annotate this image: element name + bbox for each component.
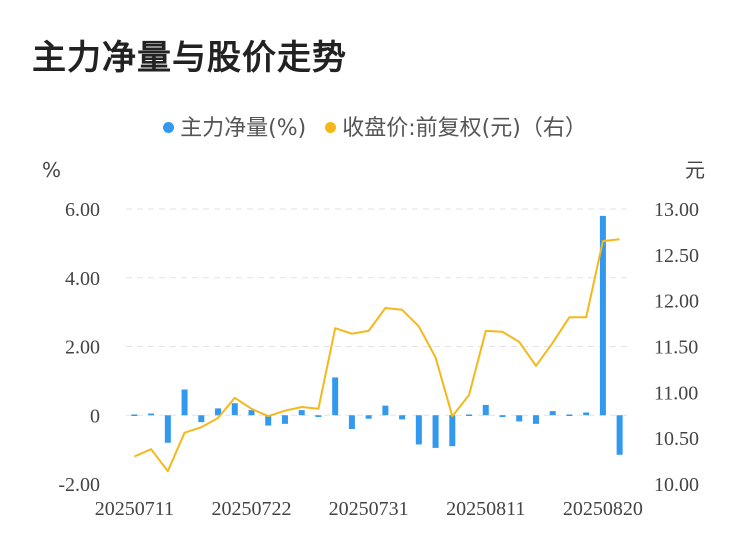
left-tick-label: 4.00 — [65, 268, 100, 290]
bar — [265, 415, 272, 426]
bar — [432, 415, 439, 448]
legend-item-close-price[interactable]: 收盘价:前复权(元)（右） — [325, 110, 587, 142]
bar-series — [131, 215, 623, 455]
x-tick-label: 20250820 — [563, 498, 643, 520]
legend-label: 主力净量(%) — [180, 116, 307, 141]
legend-dot-blue-icon — [163, 121, 175, 133]
bar — [365, 415, 372, 419]
legend: 主力净量(%) 收盘价:前复权(元)（右） — [0, 110, 750, 142]
right-axis-unit: 元 — [685, 158, 705, 182]
left-tick-label: 6.00 — [65, 199, 100, 221]
bar — [181, 389, 188, 416]
right-tick-label: 10.00 — [654, 474, 699, 496]
chart-title: 主力净量与股价走势 — [32, 38, 347, 78]
left-tick-label: -2.00 — [58, 474, 100, 496]
right-tick-label: 10.50 — [654, 428, 699, 450]
bar — [549, 411, 556, 416]
bar — [616, 415, 623, 455]
left-tick-label: 2.00 — [65, 337, 100, 359]
gridlines — [126, 208, 628, 416]
bar — [466, 414, 473, 416]
bar — [382, 405, 389, 416]
x-tick-label: 20250711 — [95, 498, 174, 520]
left-axis-unit: % — [42, 158, 61, 182]
x-axis-ticks: 20250711 20250722 20250731 20250811 20250820 — [95, 498, 643, 520]
x-tick-label: 20250731 — [329, 498, 409, 520]
line-series — [133, 238, 620, 473]
right-axis-ticks: 13.00 12.50 12.00 11.50 11.00 10.50 10.00 — [654, 199, 699, 496]
bar — [566, 414, 573, 416]
bar — [482, 404, 489, 416]
right-tick-label: 12.00 — [654, 291, 699, 313]
bar — [583, 412, 590, 416]
bar — [164, 415, 171, 443]
bar — [532, 415, 539, 424]
legend-dot-orange-icon — [325, 121, 337, 133]
price-line — [133, 238, 620, 473]
bar — [415, 415, 422, 445]
right-tick-label: 11.00 — [654, 382, 698, 404]
bar — [248, 410, 255, 416]
bar — [215, 408, 222, 416]
legend-item-net-volume[interactable]: 主力净量(%) — [163, 110, 306, 142]
right-tick-label: 11.50 — [654, 337, 698, 359]
bar — [315, 415, 322, 417]
bar — [131, 414, 138, 416]
right-tick-label: 13.00 — [654, 199, 699, 221]
bar — [231, 403, 238, 416]
bar — [332, 377, 339, 416]
left-axis-ticks: 6.00 4.00 2.00 0 -2.00 — [58, 199, 100, 496]
x-tick-label: 20250722 — [212, 498, 292, 520]
bar — [281, 415, 288, 424]
bar — [399, 415, 406, 420]
bar — [148, 413, 155, 416]
bar — [298, 410, 305, 416]
bar — [599, 215, 606, 416]
bar — [348, 415, 355, 429]
left-tick-label: 0 — [90, 405, 100, 427]
right-tick-label: 12.50 — [654, 245, 699, 267]
bar — [499, 415, 506, 417]
bar — [449, 415, 456, 447]
legend-label: 收盘价:前复权(元)（右） — [342, 116, 587, 141]
x-tick-label: 20250811 — [446, 498, 525, 520]
bar — [198, 415, 205, 423]
bar — [516, 415, 523, 422]
